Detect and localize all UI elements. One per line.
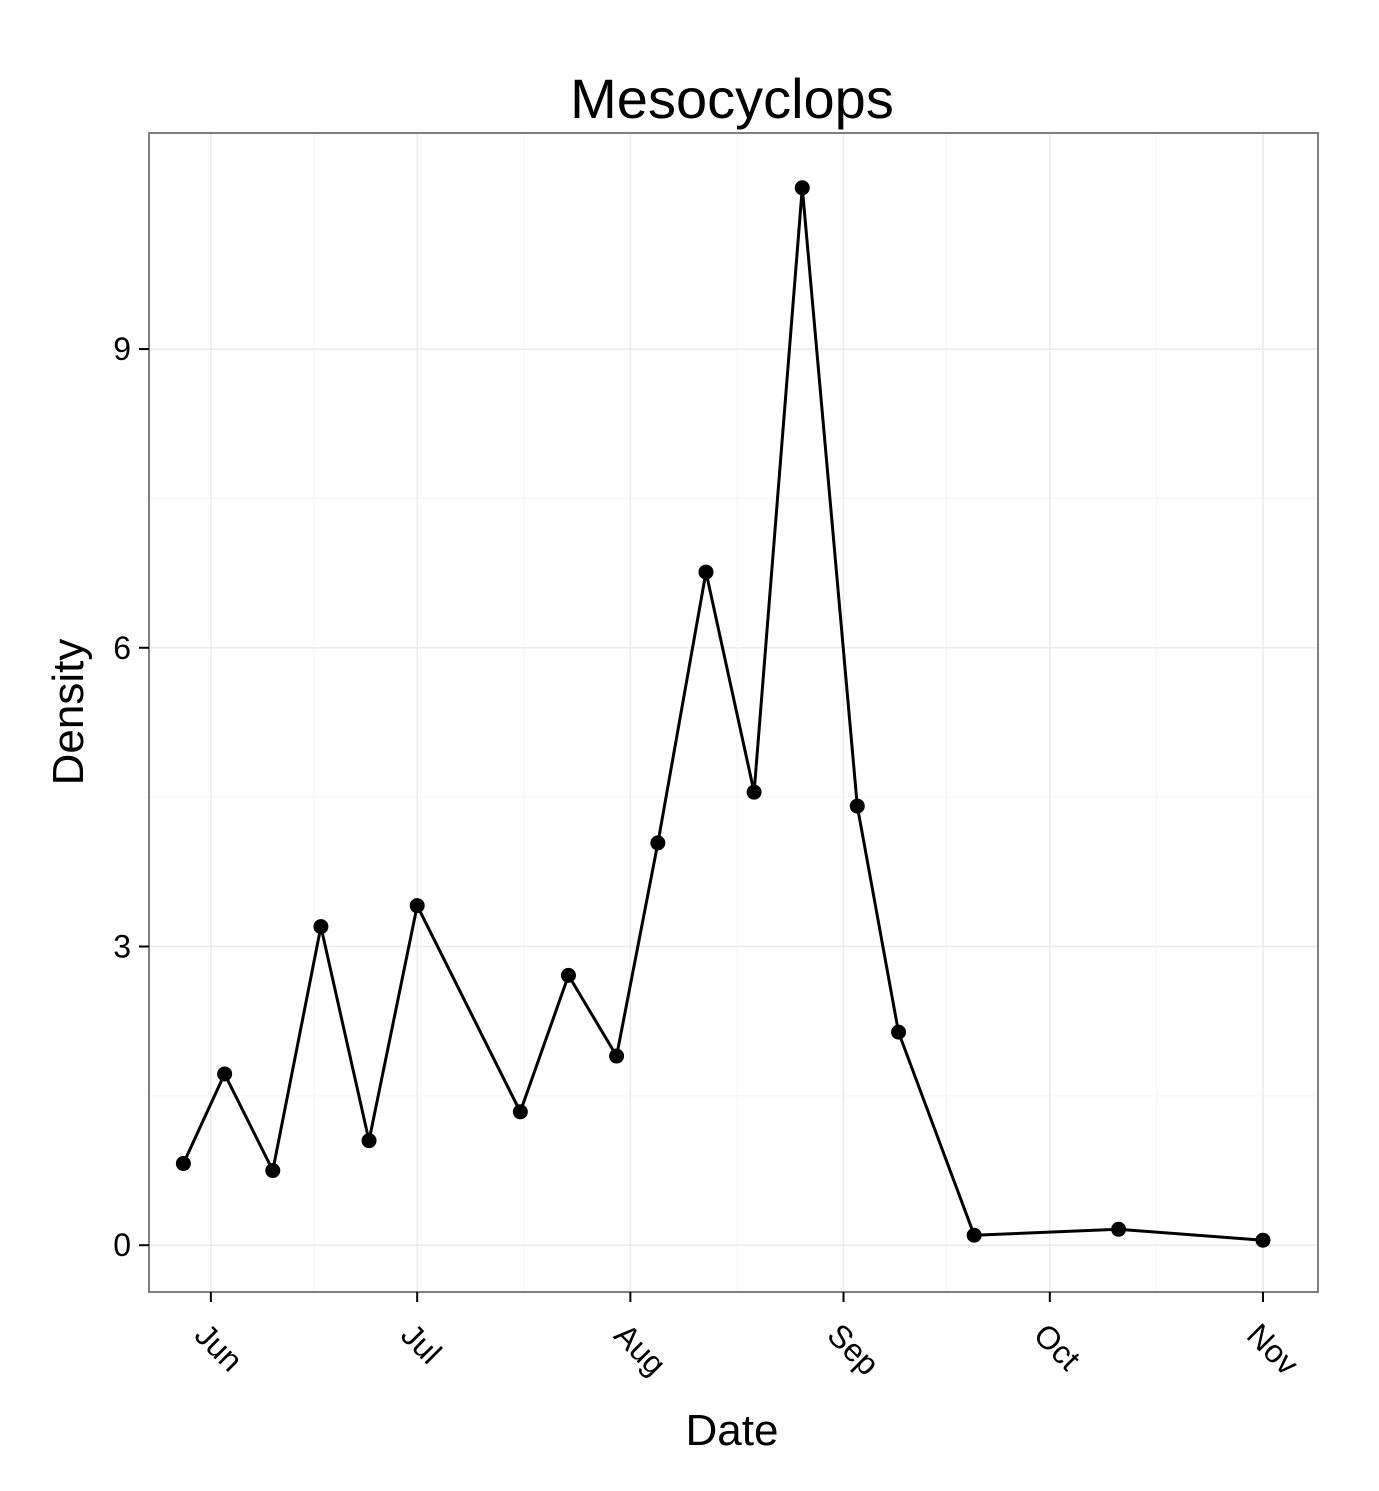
plot-background xyxy=(149,133,1318,1292)
x-tick-label: Sep xyxy=(821,1316,887,1382)
x-tick-label: Jul xyxy=(394,1316,448,1370)
data-point xyxy=(891,1024,907,1040)
data-point xyxy=(560,967,576,983)
plot-frame xyxy=(148,132,1319,1293)
y-axis: 0 3 6 9 xyxy=(113,331,149,1263)
x-tick-label: Oct xyxy=(1027,1316,1088,1377)
series-line xyxy=(182,186,1264,1242)
data-point xyxy=(175,1156,191,1172)
data-point xyxy=(361,1133,377,1149)
x-tick-label: Aug xyxy=(607,1316,673,1382)
data-point xyxy=(512,1104,528,1120)
data-point xyxy=(265,1163,281,1179)
x-tick-label: Jun xyxy=(188,1316,250,1378)
y-tick-label: 0 xyxy=(113,1227,131,1263)
data-point xyxy=(217,1066,233,1082)
data-point xyxy=(966,1227,982,1243)
x-tick-label: Nov xyxy=(1240,1316,1306,1382)
y-tick-label: 6 xyxy=(113,630,131,666)
x-axis: Jun Jul Aug Sep Oct Nov xyxy=(188,1292,1306,1382)
data-point xyxy=(794,180,810,196)
data-point xyxy=(1111,1221,1127,1237)
y-axis-title: Density xyxy=(44,639,93,786)
y-tick-label: 3 xyxy=(113,928,131,964)
chart-title: Mesocyclops xyxy=(570,67,894,130)
data-point xyxy=(746,784,762,800)
data-point xyxy=(609,1048,625,1064)
data-point xyxy=(650,835,666,851)
data-point xyxy=(698,564,714,580)
gridlines xyxy=(149,133,1318,1292)
y-tick-label: 9 xyxy=(113,331,131,367)
data-point xyxy=(409,898,425,914)
data-point xyxy=(313,919,329,935)
data-point xyxy=(849,798,865,814)
data-series xyxy=(175,180,1271,1248)
data-point xyxy=(1255,1232,1271,1248)
x-axis-title: Date xyxy=(686,1406,779,1455)
